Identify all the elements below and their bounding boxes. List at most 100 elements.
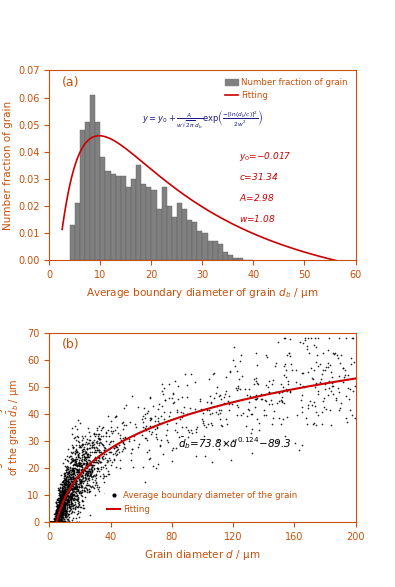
Point — [163, 430, 169, 440]
Point — [69, 491, 75, 500]
Point — [49, 518, 56, 527]
Point — [108, 436, 115, 446]
Point — [93, 473, 100, 483]
Point — [77, 461, 84, 471]
Point — [52, 518, 58, 527]
Point — [61, 493, 67, 502]
Point — [48, 518, 55, 527]
Point — [348, 353, 354, 363]
Bar — [218, 244, 223, 261]
Point — [74, 490, 80, 500]
Point — [49, 518, 56, 527]
Point — [57, 498, 63, 507]
Point — [75, 485, 81, 494]
Point — [49, 518, 56, 527]
Point — [101, 445, 107, 454]
Point — [70, 471, 77, 480]
Point — [62, 485, 69, 495]
Point — [211, 368, 218, 377]
Point — [54, 506, 60, 515]
Point — [53, 507, 60, 517]
Point — [48, 518, 54, 527]
Point — [47, 518, 53, 527]
Point — [117, 434, 124, 443]
Point — [315, 333, 321, 343]
Point — [122, 433, 128, 442]
Point — [62, 492, 68, 501]
Point — [50, 518, 56, 527]
Point — [47, 518, 54, 527]
Point — [233, 383, 239, 393]
Point — [50, 518, 56, 527]
Point — [48, 518, 55, 527]
Point — [52, 518, 58, 527]
Point — [50, 518, 56, 527]
Point — [79, 478, 86, 487]
Point — [53, 515, 60, 525]
Point — [99, 453, 105, 463]
Point — [265, 383, 271, 392]
Point — [58, 518, 64, 527]
Point — [66, 486, 73, 495]
Point — [51, 518, 58, 527]
Point — [60, 494, 66, 503]
Point — [140, 417, 147, 427]
Point — [346, 394, 352, 404]
Point — [214, 401, 220, 410]
Point — [55, 508, 61, 518]
Point — [77, 459, 83, 468]
Point — [162, 396, 169, 405]
Point — [113, 446, 119, 456]
Point — [112, 426, 118, 435]
Point — [66, 499, 72, 508]
Point — [63, 498, 70, 507]
Point — [73, 458, 79, 467]
Bar — [111, 174, 116, 261]
Point — [50, 518, 56, 527]
Point — [73, 484, 79, 494]
Point — [320, 365, 326, 375]
Point — [60, 509, 66, 518]
Point — [234, 410, 241, 420]
Point — [62, 493, 68, 502]
Point — [68, 499, 74, 508]
Point — [55, 517, 61, 526]
Point — [169, 393, 175, 403]
Point — [54, 505, 60, 515]
Point — [94, 453, 101, 462]
Point — [68, 493, 74, 502]
Point — [66, 481, 72, 491]
Point — [53, 511, 60, 520]
Point — [64, 495, 71, 504]
Point — [87, 451, 93, 460]
Point — [95, 446, 102, 455]
Point — [155, 404, 161, 414]
Point — [53, 518, 59, 527]
Point — [54, 514, 60, 524]
Point — [50, 518, 56, 527]
Point — [68, 494, 74, 503]
Point — [52, 518, 58, 527]
Point — [69, 506, 75, 515]
Point — [64, 486, 71, 495]
Point — [64, 492, 70, 501]
Point — [49, 518, 56, 527]
Point — [329, 372, 335, 382]
Point — [53, 513, 59, 522]
Point — [55, 502, 61, 512]
Point — [83, 476, 90, 485]
Point — [62, 511, 68, 521]
Point — [146, 445, 152, 454]
Point — [53, 518, 59, 527]
Point — [63, 510, 69, 519]
Point — [62, 495, 68, 504]
Point — [87, 467, 93, 476]
Point — [48, 518, 54, 527]
Point — [81, 484, 88, 493]
Point — [56, 488, 62, 497]
Point — [63, 479, 69, 488]
Point — [248, 409, 254, 419]
Point — [60, 492, 67, 502]
Point — [63, 492, 70, 502]
Point — [76, 471, 82, 480]
